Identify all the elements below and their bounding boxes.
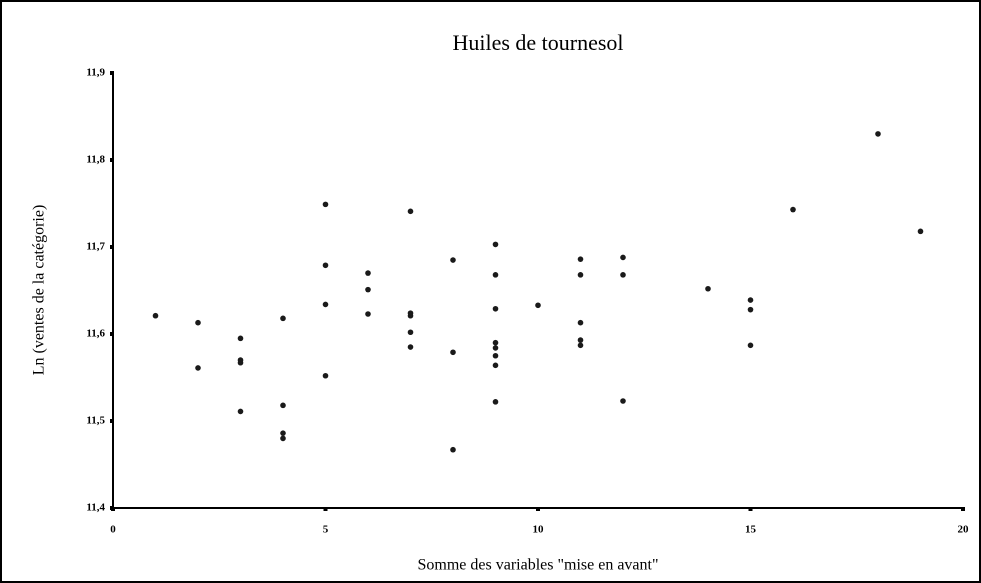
point [365, 311, 371, 317]
point [450, 349, 456, 356]
y-tick-label: 11,5 [86, 415, 105, 427]
point [237, 359, 244, 366]
y-tick-label: 11,7 [86, 241, 105, 253]
point [492, 362, 499, 369]
point [322, 372, 329, 379]
point [492, 399, 499, 405]
point [407, 208, 414, 215]
point [875, 131, 881, 137]
y-tick-label: 11,8 [86, 154, 105, 166]
y-axis-label: Ln (ventes de la catégorie) [31, 205, 48, 376]
point [577, 256, 584, 262]
point [280, 402, 286, 409]
point [917, 228, 924, 235]
point [705, 285, 711, 292]
point [620, 254, 626, 261]
point [577, 342, 584, 349]
point [577, 319, 584, 326]
point [280, 430, 286, 436]
y-tick-label: 11,4 [86, 502, 105, 514]
x-tick-label: 5 [323, 524, 329, 536]
point [407, 344, 414, 350]
point [747, 306, 754, 313]
point [322, 201, 329, 208]
point [195, 319, 201, 326]
point [747, 342, 754, 349]
point [492, 339, 499, 346]
point [280, 315, 286, 322]
point [407, 329, 414, 336]
point [620, 398, 626, 404]
x-tick-label: 10 [533, 524, 545, 536]
y-tick-label: 11,9 [86, 67, 105, 79]
point [407, 312, 414, 319]
point [365, 286, 371, 293]
point [492, 345, 499, 351]
point [577, 272, 584, 278]
point [790, 206, 796, 213]
point [322, 301, 329, 308]
x-tick-label: 0 [110, 524, 116, 536]
chart-title: Huiles de tournesol [452, 30, 623, 55]
point [237, 335, 244, 342]
point [535, 302, 541, 309]
point [620, 272, 626, 278]
point [492, 272, 499, 278]
x-tick-label: 20 [958, 524, 970, 536]
point [280, 435, 286, 442]
point [322, 262, 329, 269]
point [365, 270, 371, 276]
point [237, 408, 244, 415]
x-axis-label: Somme des variables "mise en avant" [418, 557, 659, 574]
point [492, 241, 499, 248]
point [152, 312, 159, 319]
point [195, 365, 201, 371]
point [450, 257, 456, 263]
point [492, 352, 499, 359]
y-tick-label: 11,6 [86, 328, 105, 340]
point [450, 446, 456, 453]
point [747, 297, 754, 303]
point [492, 305, 499, 312]
x-tick-label: 15 [745, 524, 757, 536]
point [577, 337, 584, 343]
